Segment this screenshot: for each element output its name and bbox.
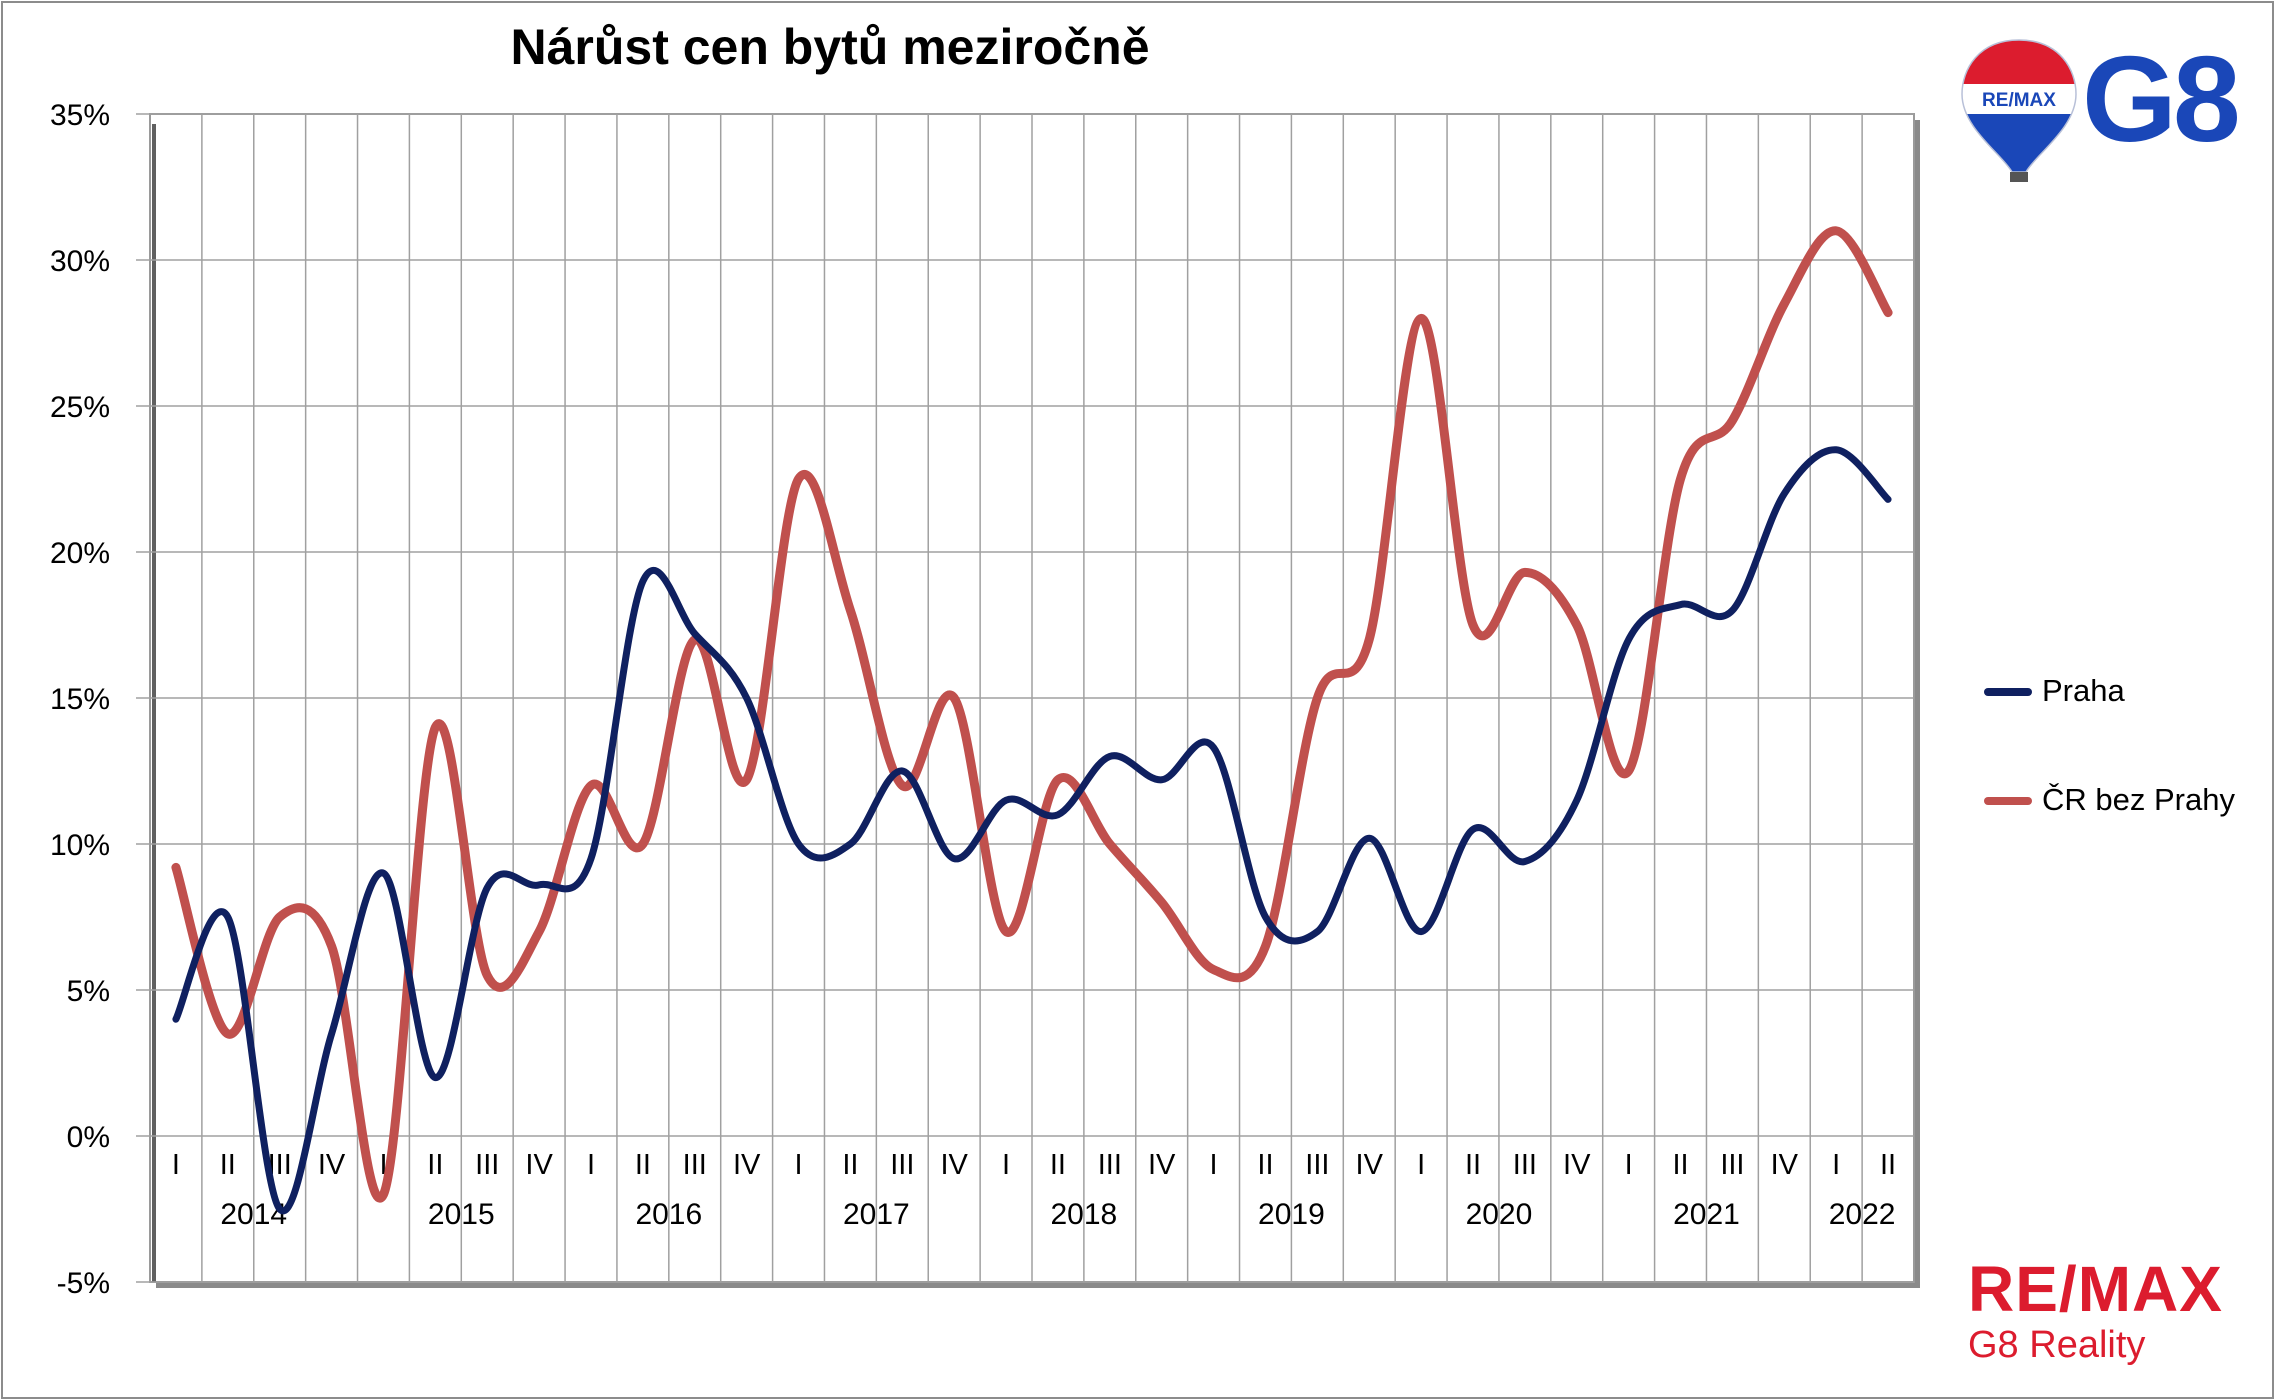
x-quarter-label: IV bbox=[318, 1149, 346, 1181]
x-quarter-label: I bbox=[1002, 1149, 1010, 1181]
x-quarter-label: III bbox=[890, 1149, 914, 1181]
x-year-label: 2019 bbox=[1258, 1198, 1325, 1231]
y-tick-label: 0% bbox=[67, 1121, 110, 1154]
x-quarter-label: III bbox=[1305, 1149, 1329, 1181]
x-year-label: 2020 bbox=[1466, 1198, 1533, 1231]
remax-balloon-logo: RE/MAX bbox=[1961, 39, 2077, 182]
g8-logo: G8 bbox=[2082, 31, 2241, 167]
x-year-label: 2021 bbox=[1673, 1198, 1740, 1231]
x-quarter-label: I bbox=[794, 1149, 802, 1181]
legend-label-cr-bez-prahy: ČR bez Prahy bbox=[2042, 782, 2235, 817]
balloon-text: RE/MAX bbox=[1982, 90, 2056, 111]
x-quarter-label: IV bbox=[1563, 1149, 1591, 1181]
legend-label-praha: Praha bbox=[2042, 673, 2125, 708]
x-quarter-label: III bbox=[1720, 1149, 1744, 1181]
x-quarter-label: IV bbox=[525, 1149, 553, 1181]
x-quarter-label: III bbox=[683, 1149, 707, 1181]
x-quarter-label: I bbox=[1625, 1149, 1633, 1181]
x-quarter-label: IV bbox=[1771, 1149, 1799, 1181]
y-tick-label: 25% bbox=[50, 391, 110, 424]
brand-name: RE/MAX bbox=[1968, 1253, 2223, 1325]
brand-subtitle: G8 Reality bbox=[1968, 1324, 2146, 1366]
x-quarter-label: I bbox=[587, 1149, 595, 1181]
x-quarter-label: IV bbox=[733, 1149, 761, 1181]
x-quarter-label: I bbox=[1417, 1149, 1425, 1181]
x-quarter-label: II bbox=[427, 1149, 443, 1181]
x-quarter-label: II bbox=[220, 1149, 236, 1181]
legend-swatch-cr-bez-prahy bbox=[1984, 797, 2032, 805]
x-quarter-label: II bbox=[842, 1149, 858, 1181]
x-year-label: 2017 bbox=[843, 1198, 910, 1231]
x-quarter-label: II bbox=[635, 1149, 651, 1181]
x-quarter-label: I bbox=[1210, 1149, 1218, 1181]
x-quarter-label: II bbox=[1880, 1149, 1896, 1181]
x-year-label: 2018 bbox=[1051, 1198, 1118, 1231]
x-quarter-label: III bbox=[1098, 1149, 1122, 1181]
x-year-label: 2016 bbox=[635, 1198, 702, 1231]
x-quarter-label: II bbox=[1050, 1149, 1066, 1181]
x-quarter-label: II bbox=[1672, 1149, 1688, 1181]
y-tick-label: 10% bbox=[50, 829, 110, 862]
series-line-praha bbox=[172, 446, 1892, 1215]
series-line-cr-bez-prahy bbox=[171, 226, 1893, 1203]
y-tick-label: 30% bbox=[50, 245, 110, 278]
x-year-label: 2022 bbox=[1829, 1198, 1896, 1231]
x-quarter-label: II bbox=[1465, 1149, 1481, 1181]
x-quarter-label: IV bbox=[940, 1149, 968, 1181]
x-quarter-label: I bbox=[172, 1149, 180, 1181]
legend-swatch-praha bbox=[1984, 688, 2032, 696]
x-quarter-label: IV bbox=[1148, 1149, 1176, 1181]
x-quarter-label: III bbox=[475, 1149, 499, 1181]
x-year-label: 2015 bbox=[428, 1198, 495, 1231]
y-tick-label: 35% bbox=[50, 99, 110, 132]
x-quarter-label: IV bbox=[1356, 1149, 1384, 1181]
x-quarter-label: III bbox=[1513, 1149, 1537, 1181]
chart-title: Nárůst cen bytů meziročně bbox=[510, 19, 1150, 75]
y-tick-label: 15% bbox=[50, 683, 110, 716]
y-tick-label: 20% bbox=[50, 537, 110, 570]
x-quarter-label: I bbox=[1832, 1149, 1840, 1181]
x-quarter-label: II bbox=[1257, 1149, 1273, 1181]
x-quarter-label: I bbox=[379, 1149, 387, 1181]
y-tick-label: -5% bbox=[57, 1267, 110, 1300]
y-tick-label: 5% bbox=[67, 975, 110, 1008]
